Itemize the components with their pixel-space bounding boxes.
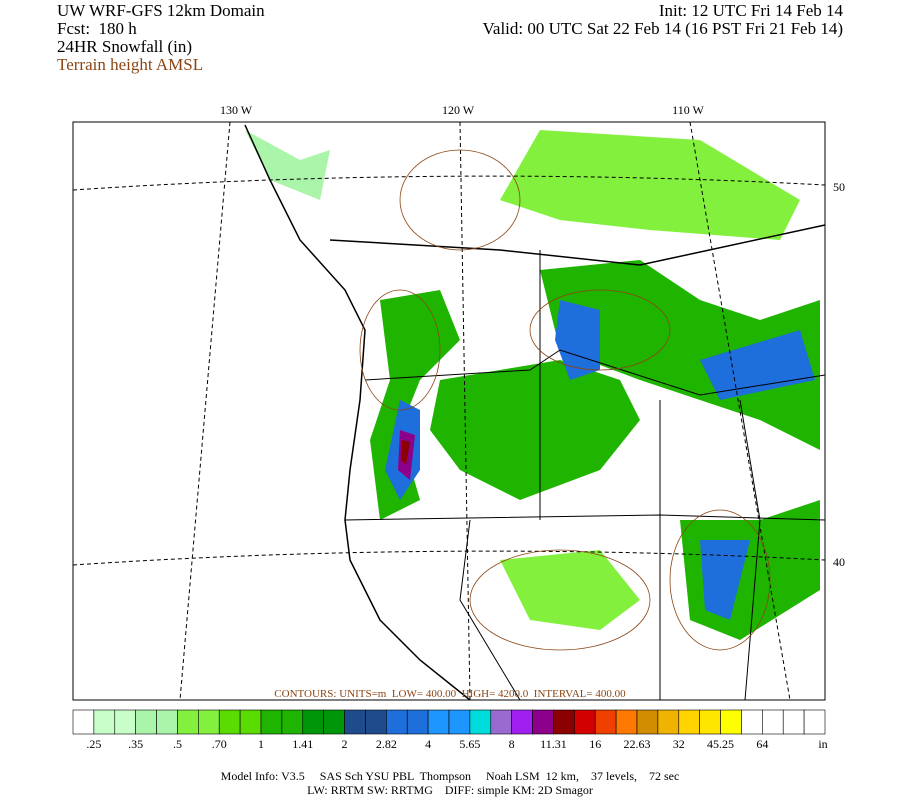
title: UW WRF-GFS 12km Domain — [57, 1, 265, 20]
color-swatch — [323, 709, 345, 735]
legend-label: 1 — [258, 737, 264, 751]
color-swatch — [741, 709, 763, 735]
color-swatch — [156, 709, 178, 735]
color-swatch — [427, 709, 450, 735]
color-swatch — [553, 709, 575, 735]
color-swatch — [615, 709, 638, 735]
color-swatch — [406, 709, 429, 735]
overlay: Terrain height AMSL — [57, 55, 203, 74]
contour-note: CONTOURS: UNITS=m LOW= 400.00 HIGH= 4200… — [274, 688, 626, 700]
color-swatch — [177, 709, 199, 735]
color-swatch — [469, 709, 492, 735]
color-swatch — [594, 709, 617, 735]
color-swatch — [448, 709, 471, 735]
map-labels: 130 W 120 W 110 W 50 40 CONTOURS: UNITS=m LOW… — [220, 103, 845, 700]
color-swatch — [720, 709, 742, 735]
legend-label: 64 — [756, 737, 768, 751]
legend-label: 11.31 — [540, 737, 567, 751]
legend-label: 4 — [425, 737, 431, 751]
legend-label: .25 — [86, 737, 101, 751]
color-swatch — [699, 709, 721, 735]
color-swatch — [803, 709, 826, 735]
legend-unit: in — [818, 737, 827, 751]
forecast: Fcst: 180 h — [57, 19, 137, 38]
color-swatch — [239, 709, 262, 735]
color-swatch — [386, 709, 408, 735]
color-swatch — [762, 709, 784, 735]
snow-shading — [245, 130, 820, 640]
legend-label: 2 — [342, 737, 348, 751]
valid: Valid: 00 UTC Sat 22 Feb 14 (16 PST Fri … — [483, 19, 843, 38]
longitude-label: 130 W — [220, 103, 253, 117]
color-legend: .25 .35 .5 .70 1 1.41 2 2.82 4 5.65 8 11.31 16 22.63 3… — [72, 709, 828, 751]
legend-label: 22.63 — [624, 737, 651, 751]
color-swatch — [532, 709, 554, 735]
legend-label: 8 — [509, 737, 515, 751]
color-swatch — [93, 709, 116, 735]
latitude-label: 50 — [833, 180, 845, 194]
color-swatch — [72, 709, 95, 735]
legend-label: 1.41 — [292, 737, 313, 751]
init: Init: 12 UTC Fri 14 Feb 14 — [659, 1, 844, 20]
legend-label: .35 — [128, 737, 143, 751]
color-swatch — [678, 709, 700, 735]
map — [72, 121, 826, 701]
latitude-label: 40 — [833, 555, 845, 569]
legend-label: .5 — [173, 737, 182, 751]
legend-label: 45.25 — [707, 737, 734, 751]
color-swatch — [114, 709, 136, 735]
color-swatch — [365, 709, 387, 735]
color-swatch — [574, 709, 596, 735]
color-swatch — [281, 709, 304, 735]
legend-label: 2.82 — [376, 737, 397, 751]
longitude-label: 120 W — [442, 103, 475, 117]
color-swatch — [490, 709, 512, 735]
footer-line: LW: RRTM SW: RRTMG DIFF: simple KM: 2D S… — [307, 783, 593, 797]
legend-label: 5.65 — [459, 737, 480, 751]
legend-label: .70 — [212, 737, 227, 751]
color-swatch — [260, 709, 283, 735]
color-swatch — [782, 709, 805, 735]
field: 24HR Snowfall (in) — [57, 37, 192, 56]
legend-label: 16 — [589, 737, 601, 751]
color-swatch — [302, 709, 324, 735]
color-swatch — [344, 709, 366, 735]
color-swatch — [135, 709, 157, 735]
footer-line: Model Info: V3.5 SAS Sch YSU PBL Thompso… — [221, 769, 680, 783]
color-swatch — [511, 709, 533, 735]
color-swatch — [636, 709, 659, 735]
color-swatch — [657, 709, 680, 735]
legend-label: 32 — [673, 737, 685, 751]
longitude-label: 110 W — [672, 103, 704, 117]
color-swatch — [198, 709, 220, 735]
color-swatch — [218, 709, 241, 735]
